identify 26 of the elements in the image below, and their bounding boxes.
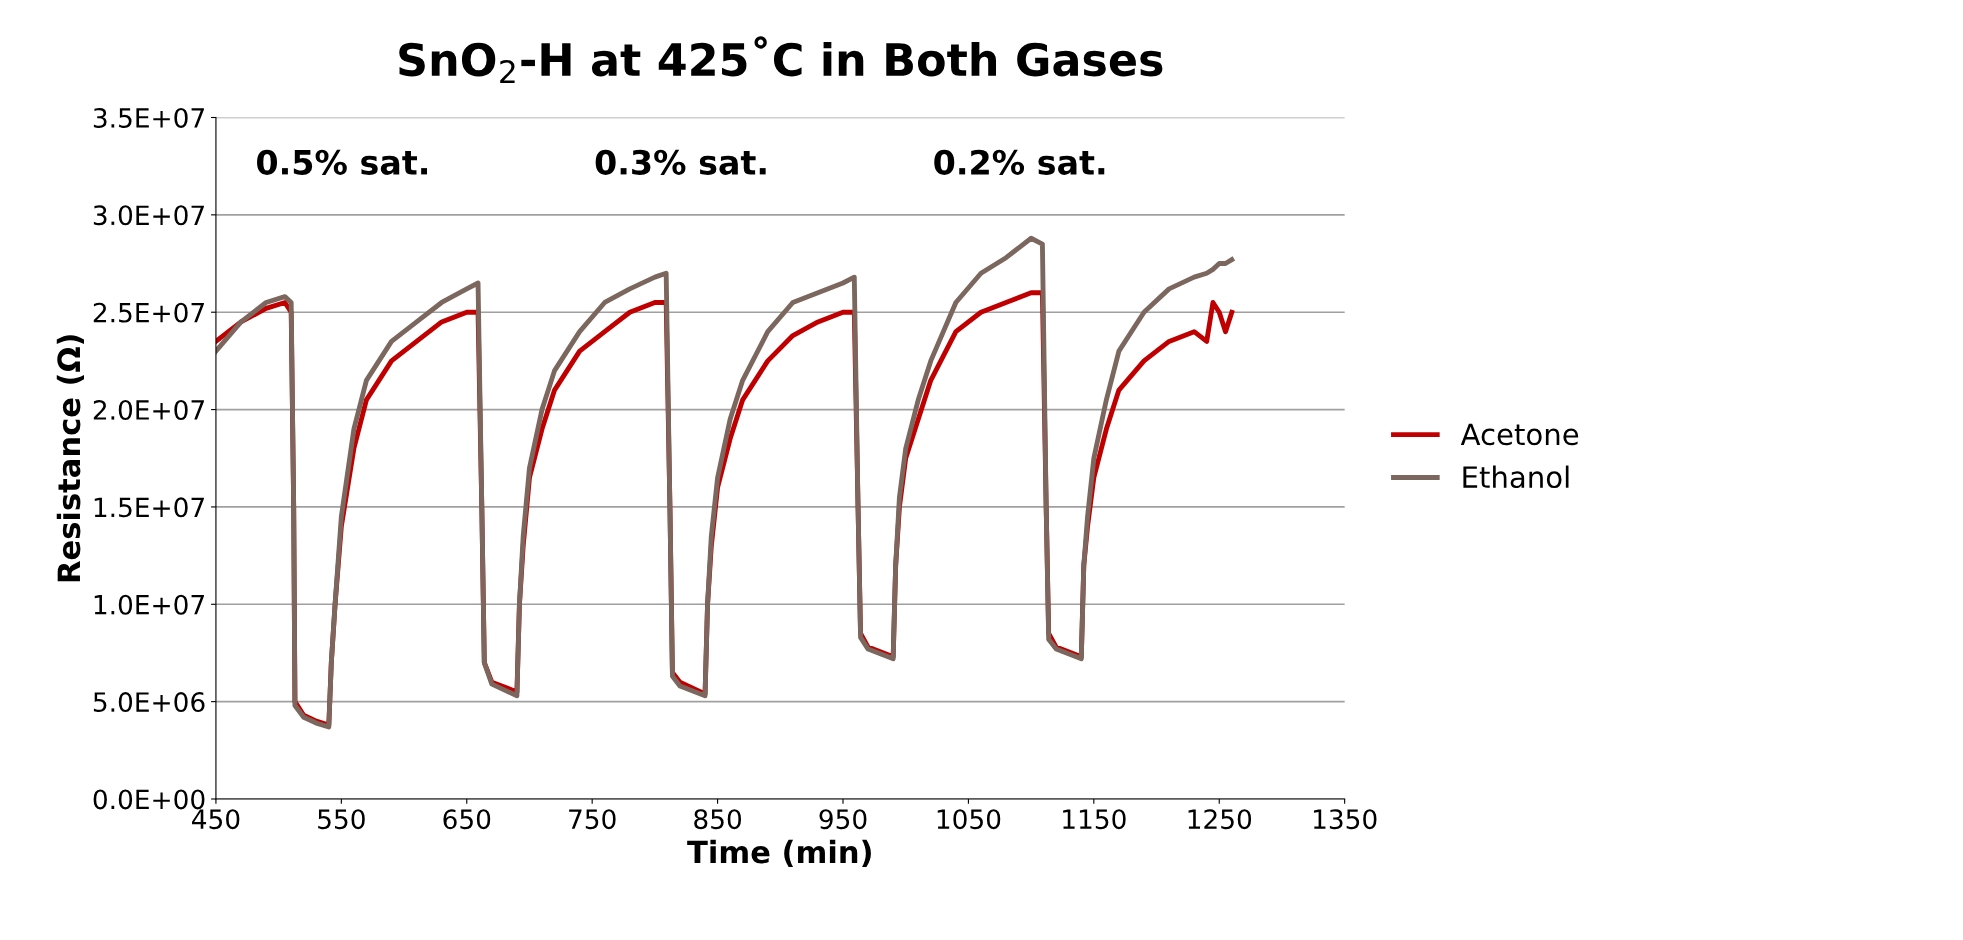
annotation: 0.3% sat. — [595, 149, 766, 175]
chart-title: SnO$_{2}$-H at 425˚C in Both Gases — [399, 36, 1163, 84]
x-tick-label: 750 — [569, 809, 616, 830]
y-tick-label: 2.0E+07 — [93, 400, 204, 420]
y-tick-label: 3.0E+07 — [93, 205, 204, 226]
x-tick-label: 950 — [819, 809, 867, 830]
x-tick-label: 1250 — [1188, 809, 1252, 830]
y-tick-label: 2.5E+07 — [93, 302, 204, 323]
y-tick-label: 5.0E+06 — [93, 692, 205, 713]
x-tick-label: 1050 — [937, 809, 1001, 830]
annotation: 0.2% sat. — [934, 149, 1105, 175]
annotation: 0.5% sat. — [257, 149, 428, 175]
x-axis-title: Time (min) — [687, 839, 871, 868]
x-tick-label: 550 — [318, 809, 365, 830]
legend-label: Acetone — [1460, 423, 1579, 446]
y-tick-label: 0.0E+00 — [93, 789, 205, 810]
legend-label: Ethanol — [1463, 465, 1569, 489]
x-tick-label: 1150 — [1063, 809, 1126, 830]
y-axis-title: Resistance (Ω) — [56, 335, 84, 582]
x-tick-label: 650 — [443, 809, 491, 830]
y-tick-label: 1.0E+07 — [94, 594, 204, 615]
x-tick-label: 850 — [694, 809, 742, 830]
x-tick-label: 1350 — [1313, 809, 1377, 830]
x-tick-label: 450 — [192, 809, 240, 830]
y-tick-label: 3.5E+07 — [93, 107, 204, 128]
y-tick-label: 1.5E+07 — [94, 497, 204, 518]
